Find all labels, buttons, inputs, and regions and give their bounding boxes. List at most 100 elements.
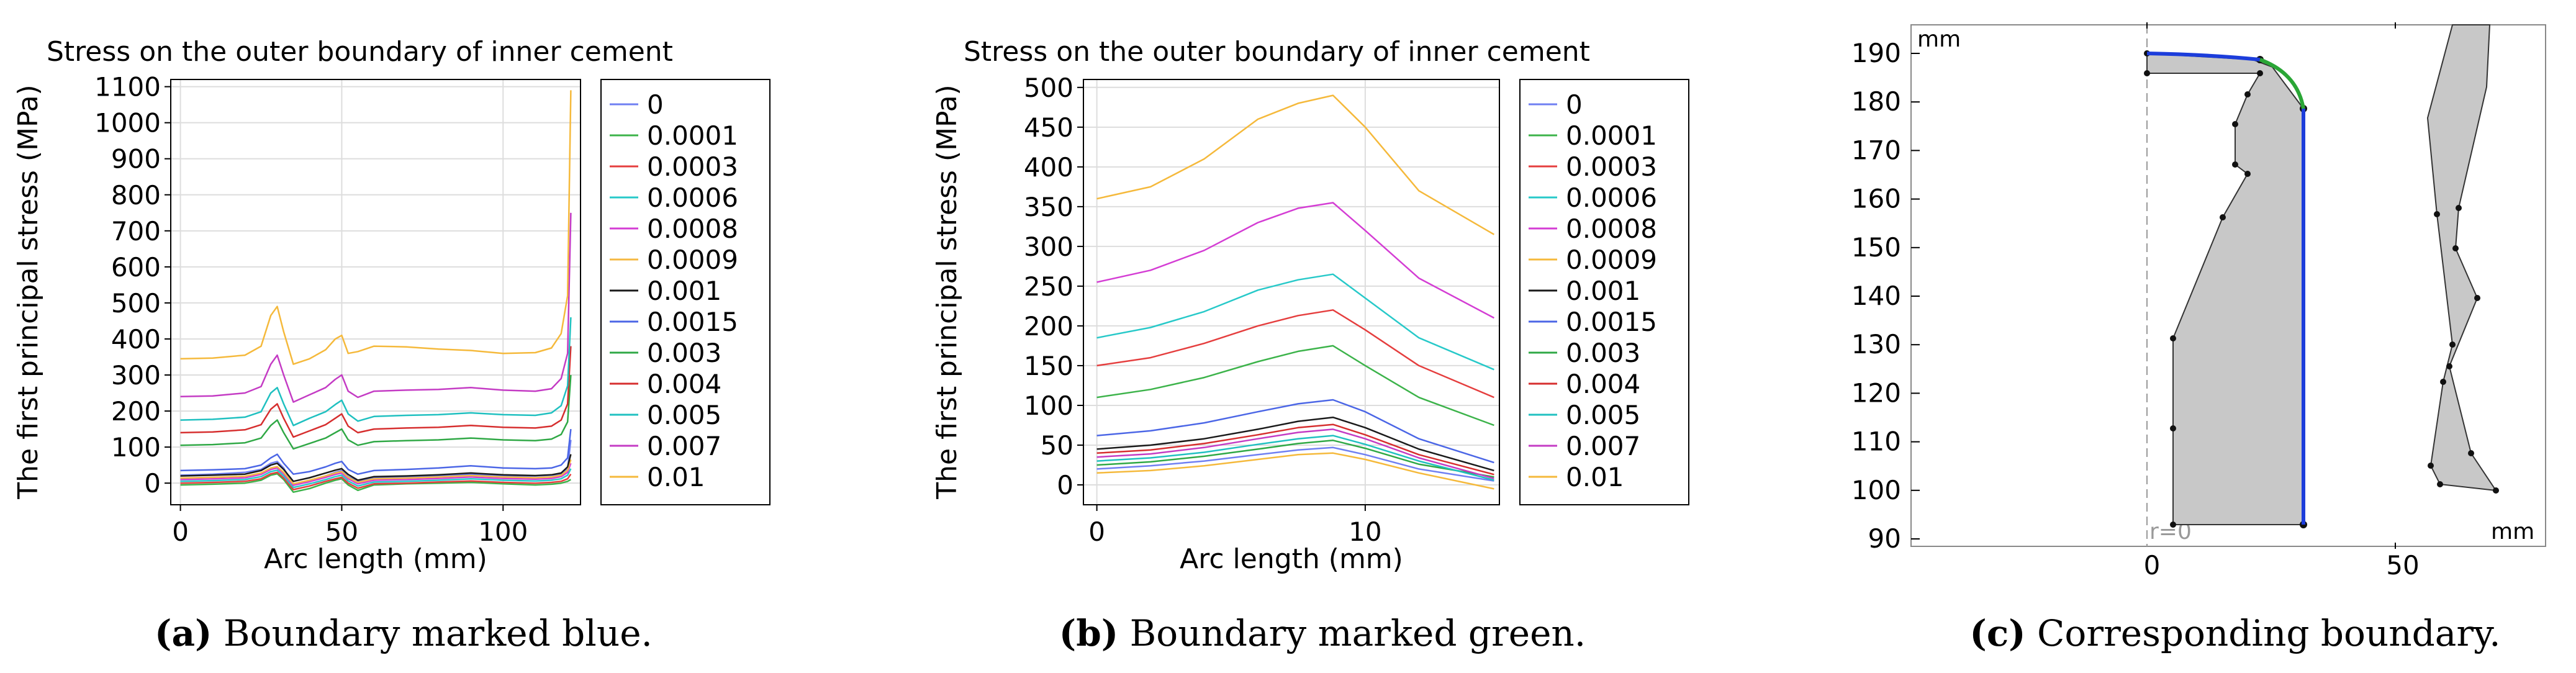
series-line-0.01	[180, 90, 572, 365]
y-tick-label: 400	[1024, 152, 1073, 183]
panel-b-series-lines	[1096, 94, 1495, 490]
series-line-0.0009	[180, 459, 572, 485]
panel-b-title: Stress on the outer boundary of inner ce…	[964, 36, 1590, 68]
legend-label: 0.003	[647, 338, 721, 368]
caption-a: (a) Boundary marked blue.	[155, 612, 653, 654]
caption-a-letter: (a)	[155, 612, 212, 654]
caption-b-text: Boundary marked green.	[1118, 612, 1586, 654]
legend-label: 0.007	[647, 431, 721, 461]
y-tick-label: 100	[111, 432, 161, 463]
legend-label: 0.0009	[647, 245, 738, 275]
panel-c-y-unit: mm	[1917, 27, 1961, 52]
outer-cement-vertices	[2428, 205, 2499, 494]
panel-b-grid	[1083, 79, 1499, 505]
legend-label: 0.0015	[647, 307, 738, 337]
x-tick-label: 0	[172, 517, 189, 547]
y-tick-label: 600	[111, 252, 161, 282]
panel-a-chart: Stress on the outer boundary of inner ce…	[12, 36, 771, 575]
panel-a-y-ticks: 0 100 200 300 400 500 600 700 800 900 1000 1100	[94, 72, 171, 499]
y-tick-label: 500	[1024, 73, 1073, 103]
panel-c-x-tick-label: 0	[2144, 550, 2161, 580]
y-tick-label: 300	[111, 360, 161, 391]
y-tick-label: 0	[144, 468, 161, 499]
legend-label: 0	[647, 89, 664, 120]
series-line-0.0009	[1096, 94, 1495, 235]
panel-a-x-ticks: 0 50 100	[172, 505, 528, 547]
legend-label: 0.0001	[1566, 120, 1657, 151]
series-line-0.004	[180, 346, 572, 438]
y-tick-label: 900	[111, 144, 161, 174]
panel-c-y-tick-label: 120	[1851, 377, 1901, 408]
panel-c-y-tick-label: 190	[1851, 38, 1901, 68]
y-tick-label: 200	[111, 396, 161, 427]
legend-label: 0.004	[647, 369, 721, 399]
series-line-0.0008	[1096, 202, 1494, 319]
boundary-blue	[2146, 52, 2305, 525]
x-tick-label: 50	[325, 517, 358, 547]
x-tick-label: 0	[1088, 517, 1105, 547]
series-line-0.0003	[180, 471, 572, 490]
y-tick-label: 250	[1024, 271, 1073, 302]
series-line-0.0015	[180, 428, 572, 475]
legend-label: 0.01	[1566, 462, 1624, 492]
panel-c-y-tick-label: 110	[1851, 427, 1901, 457]
caption-c-letter: (c)	[1969, 612, 2025, 654]
legend-label: 0.0006	[647, 183, 738, 213]
y-tick-label: 50	[1041, 430, 1073, 461]
panel-b-plot-frame	[1083, 79, 1500, 505]
series-line-0.007	[1096, 428, 1494, 479]
caption-c-text: Corresponding boundary.	[2026, 612, 2501, 654]
panel-c-x-ticks: 0 50	[2144, 550, 2420, 580]
panel-a-series-lines	[180, 90, 572, 493]
panel-b-legend-frame	[1519, 79, 1689, 505]
legend-label: 0.0003	[647, 151, 738, 182]
panel-b-x-ticks: 0 10	[1088, 505, 1382, 547]
y-tick-label: 500	[111, 288, 161, 318]
panel-c-y-tick-label: 90	[1868, 523, 1901, 554]
series-line-0.001	[180, 454, 572, 482]
panel-a-xlabel: Arc length (mm)	[264, 543, 487, 575]
series-line-0.004	[1096, 423, 1494, 476]
outer-cement-region	[2426, 24, 2498, 492]
series-line-0.003	[1096, 440, 1494, 478]
y-tick-label: 400	[111, 324, 161, 355]
boundary-green	[2259, 58, 2305, 109]
series-line-0.0008	[180, 463, 572, 486]
panel-a-legend-frame	[600, 79, 771, 505]
legend-label: 0	[1566, 89, 1583, 120]
panel-a-plot-frame	[170, 79, 581, 505]
panel-b-chart: Stress on the outer boundary of inner ce…	[931, 36, 1689, 575]
legend-label: 0.007	[1566, 431, 1640, 461]
series-line-0.005	[1096, 435, 1494, 481]
panel-c-y-tick-label: 180	[1851, 86, 1901, 117]
legend-label: 0.001	[1566, 276, 1640, 306]
panel-c-y-tick-label: 100	[1851, 475, 1901, 505]
panel-c-y-ticks: 90 100 110 120 130 140 150 160 170 180 190	[1851, 38, 1920, 554]
caption-b-letter: (b)	[1059, 612, 1118, 654]
legend-label: 0.0008	[1566, 214, 1657, 244]
x-tick-label: 100	[478, 517, 528, 547]
y-tick-label: 300	[1024, 232, 1073, 262]
series-line-0.01	[1096, 452, 1494, 490]
series-line-0.0015	[1096, 399, 1494, 464]
panel-c-y-tick-label: 130	[1851, 329, 1901, 359]
panel-b-ylabel: The first principal stress (MPa)	[931, 84, 963, 499]
legend-label: 0.01	[647, 462, 705, 492]
panel-a-grid	[171, 79, 581, 505]
y-tick-label: 350	[1024, 192, 1073, 222]
legend-label: 0.0003	[1566, 151, 1657, 182]
panel-b-xlabel: Arc length (mm)	[1180, 543, 1403, 575]
legend-label: 0.0006	[1566, 183, 1657, 213]
panel-a-ylabel: The first principal stress (MPa)	[12, 84, 44, 499]
panel-c-y-tick-label: 140	[1851, 281, 1901, 311]
legend-label: 0.003	[1566, 338, 1640, 368]
series-line-0.0003	[1096, 309, 1494, 399]
series-line-0.007	[180, 212, 572, 403]
series-line-0.0001	[1096, 345, 1494, 427]
legend-label: 0.005	[647, 400, 721, 430]
legend-label: 0.0008	[647, 214, 738, 244]
legend-label: 0.0001	[647, 120, 738, 151]
panel-c-y-tick-label: 150	[1851, 232, 1901, 263]
